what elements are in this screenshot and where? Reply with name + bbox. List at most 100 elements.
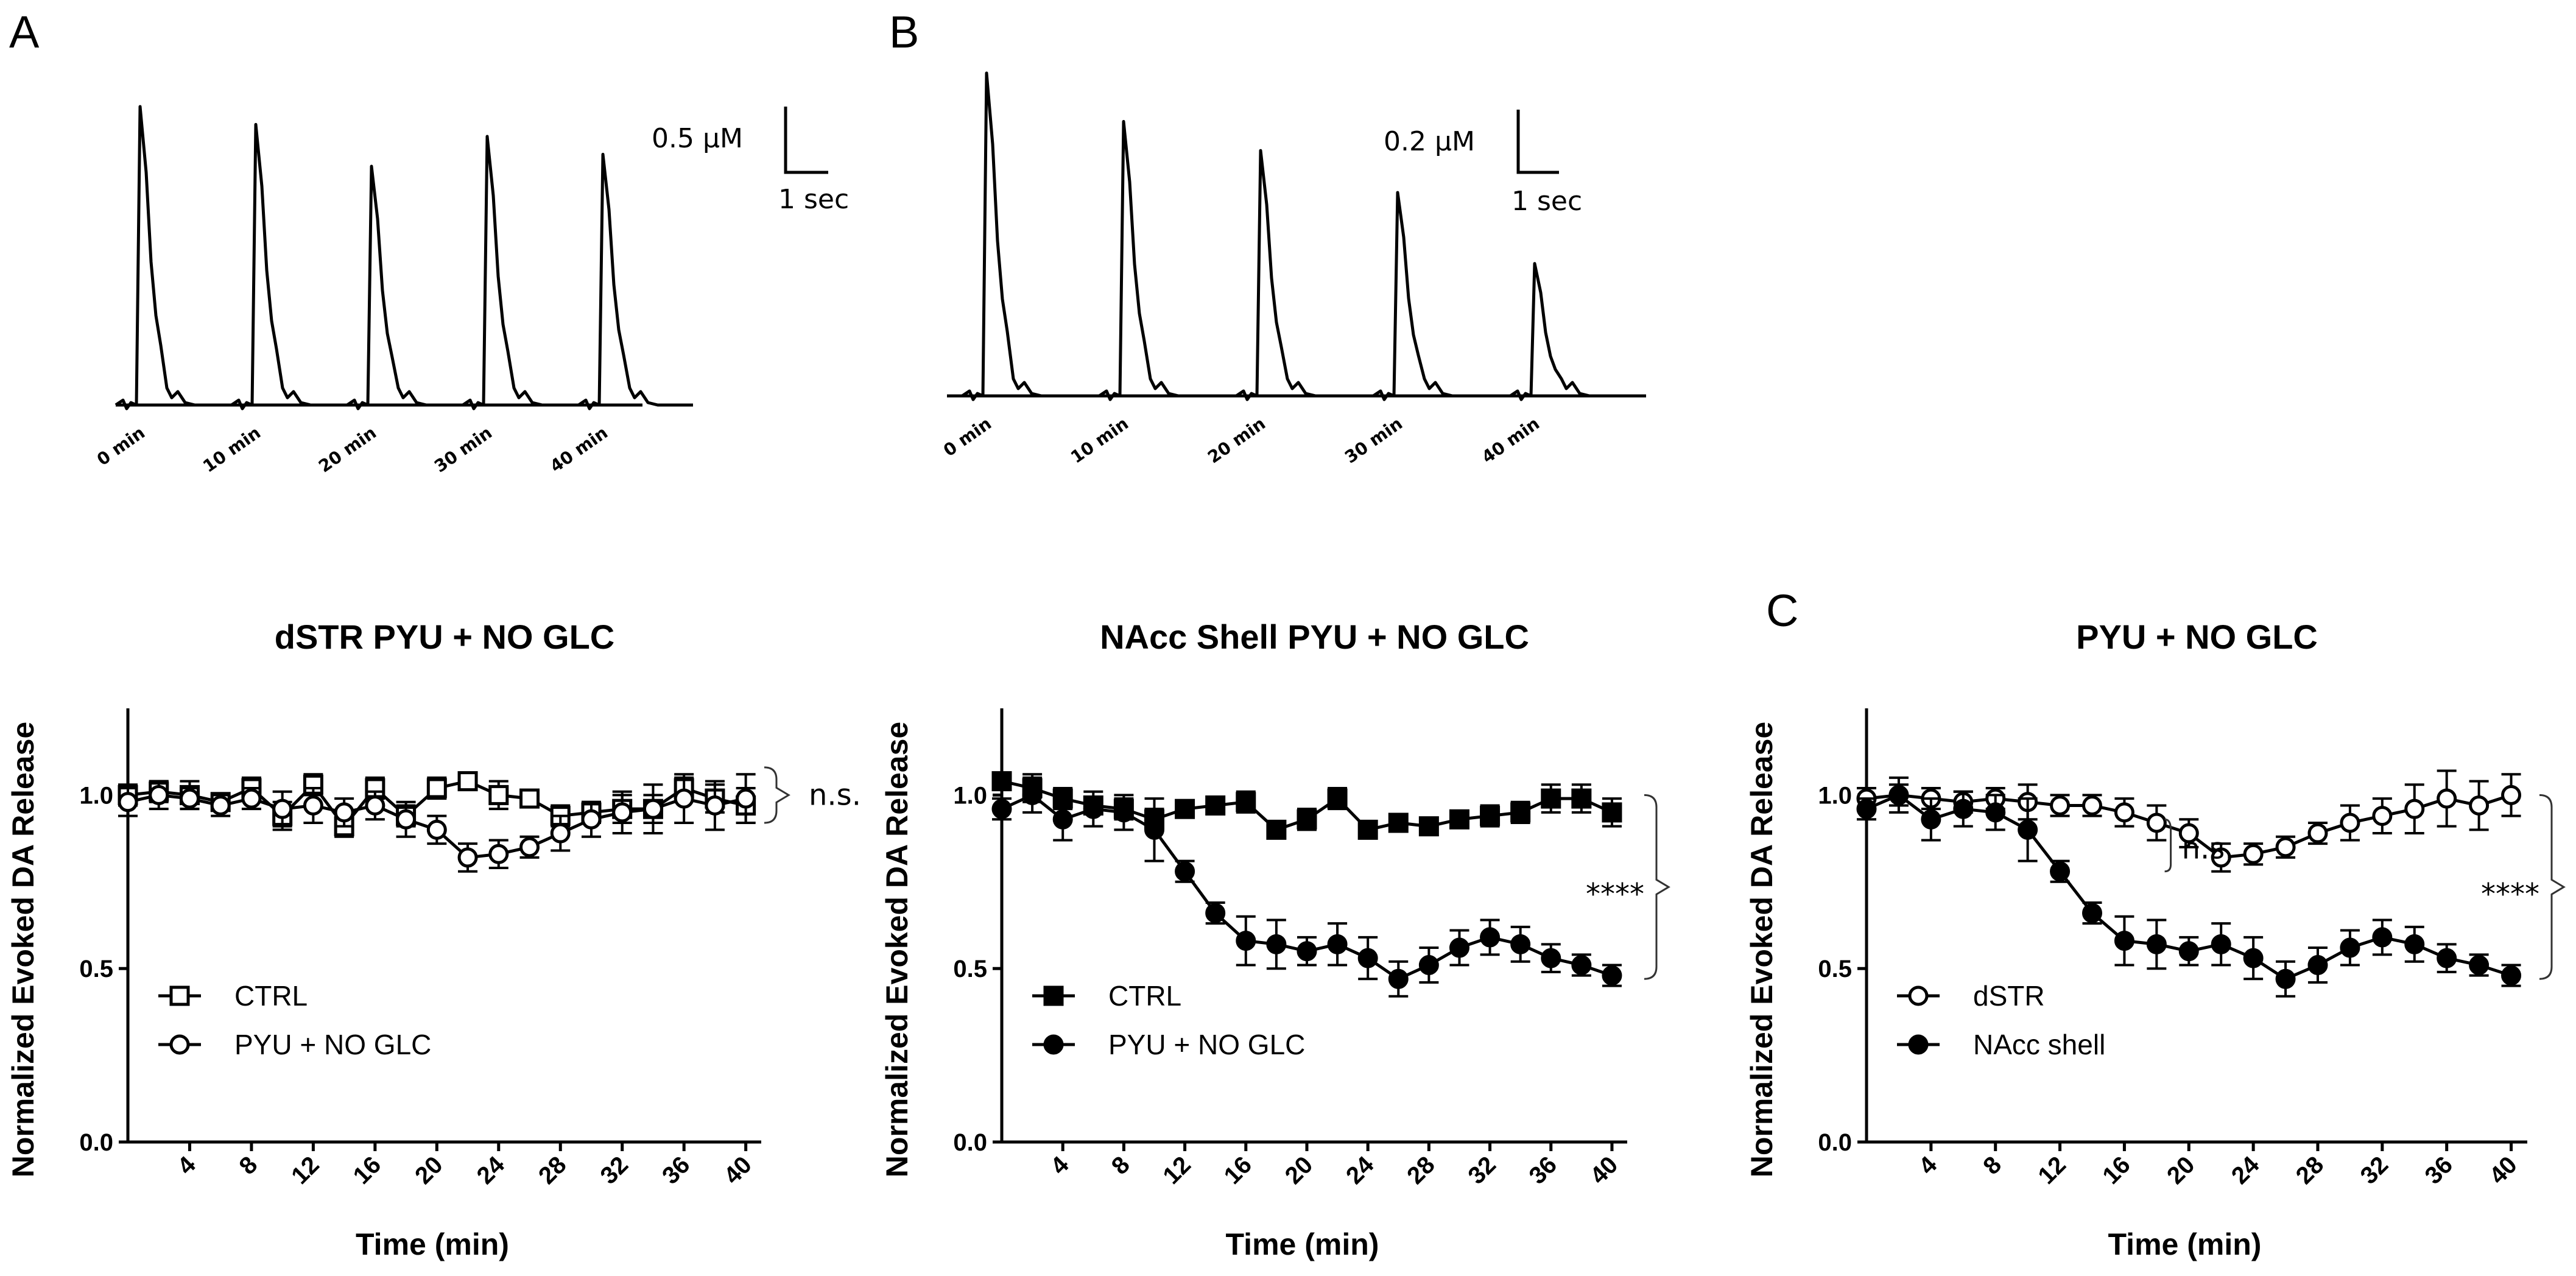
data-point: [1480, 927, 1501, 948]
data-point: [1205, 903, 1226, 923]
data-point: [241, 788, 262, 809]
trace-a-time-label: 10 min: [199, 423, 264, 477]
data-point: [2146, 812, 2167, 833]
trace-b-time-label: 40 min: [1478, 414, 1543, 468]
data-point: [2050, 795, 2071, 816]
data-point: [2178, 823, 2199, 844]
data-point: [1388, 968, 1409, 989]
significance-label: n.s.: [809, 778, 861, 812]
sig-bracket: [1644, 794, 1670, 980]
x-tick-label: 12: [286, 1151, 325, 1190]
data-point: [1357, 819, 1378, 840]
data-point: [1418, 955, 1439, 976]
data-point: [2404, 934, 2425, 954]
data-point: [2114, 931, 2134, 951]
legend-marker: [1908, 985, 1929, 1006]
data-point: [1113, 802, 1134, 823]
ns-bracket: [2164, 818, 2172, 873]
data-point: [1856, 798, 1877, 819]
data-point: [1022, 784, 1043, 805]
data-point: [2404, 798, 2425, 819]
series-dstr: [1856, 769, 2522, 873]
data-point: [991, 771, 1012, 792]
trace-b-scale-y: 0.2 µM: [1384, 126, 1475, 157]
data-point: [2372, 927, 2393, 948]
data-point: [303, 795, 323, 816]
trace-a-scale-x: 1 sec: [778, 184, 849, 215]
data-point: [581, 809, 602, 830]
chart-title: dSTR PYU + NO GLC: [275, 618, 615, 656]
series-nacc-shell: [1856, 776, 2522, 998]
data-point: [1052, 809, 1073, 830]
data-point: [149, 784, 169, 805]
data-point: [705, 795, 725, 816]
y-tick-label: 1.0: [79, 782, 113, 809]
x-tick-label: 20: [2162, 1151, 2200, 1190]
chart-title: PYU + NO GLC: [2076, 618, 2318, 656]
data-point: [1541, 788, 1561, 809]
data-point: [1357, 948, 1378, 968]
x-tick-label: 24: [1341, 1151, 1379, 1190]
trace-b-scale-x: 1 sec: [1511, 186, 1582, 217]
trace-b-scale-bar: 0.2 µM 1 sec: [1384, 110, 1582, 217]
x-axis-label: Time (min): [1226, 1227, 1379, 1261]
x-tick-label: 28: [533, 1151, 572, 1190]
data-point: [2018, 819, 2038, 840]
x-tick-label: 32: [595, 1151, 633, 1190]
x-tick-label: 8: [234, 1151, 262, 1180]
data-point: [2469, 955, 2490, 976]
y-tick-label: 0.0: [1818, 1129, 1852, 1156]
legend-marker: [1043, 1034, 1064, 1055]
data-point: [1602, 802, 1622, 823]
legend-marker: [1908, 1034, 1929, 1055]
y-axis-label: Normalized Evoked DA Release: [880, 722, 914, 1177]
legend: CTRL PYU + NO GLC: [158, 980, 431, 1060]
data-point: [2275, 968, 2296, 989]
y-tick-label: 0.5: [1818, 956, 1852, 982]
data-point: [2340, 812, 2360, 833]
legend-marker: [169, 1034, 190, 1055]
trace-b-time-label: 20 min: [1204, 414, 1269, 468]
data-point: [2211, 847, 2231, 868]
sig-bracket: [2539, 794, 2566, 980]
trace-panel-a: 0 min 10 min 20 min 30 min 40 min 0.5 µM 1 s…: [93, 105, 849, 477]
data-point: [2307, 823, 2328, 844]
trace-b-signal: [961, 71, 1646, 401]
x-tick-label: 16: [2097, 1151, 2136, 1190]
x-tick-label: 20: [410, 1151, 448, 1190]
data-point: [1571, 788, 1592, 809]
y-tick-label: 0.0: [953, 1129, 987, 1156]
y-tick-label: 0.5: [953, 956, 987, 982]
data-point: [1449, 937, 1469, 958]
x-tick-label: 32: [1463, 1151, 1501, 1190]
chart-dstr: dSTR PYU + NO GLC 0.0 0.5 1.0 4 8 12 16 20 24 28 32…: [6, 618, 861, 1261]
trace-a-time-label: 20 min: [315, 423, 380, 477]
legend-label: NAcc shell: [1973, 1029, 2105, 1060]
data-point: [1327, 934, 1348, 954]
x-tick-label: 32: [2356, 1151, 2394, 1190]
data-point: [1236, 792, 1256, 812]
data-point: [736, 788, 756, 809]
x-tick-label: 28: [1402, 1151, 1440, 1190]
data-point: [1175, 861, 1195, 882]
x-tick-label: 12: [1158, 1151, 1196, 1190]
trace-a-time-label: 0 min: [93, 423, 149, 470]
chart-nacc-shell: NAcc Shell PYU + NO GLC 0.0 0.5 1.0 4 8 12 16 20…: [880, 618, 1670, 1261]
x-tick-label: 4: [172, 1151, 201, 1180]
data-point: [2050, 861, 2071, 882]
legend-marker: [169, 985, 190, 1006]
panel-letter-a: A: [9, 7, 40, 57]
data-point: [1266, 819, 1287, 840]
trace-b-time-label: 10 min: [1067, 414, 1132, 468]
legend-label: PYU + NO GLC: [1108, 1029, 1305, 1060]
x-tick-label: 40: [719, 1151, 757, 1190]
x-tick-label: 36: [657, 1151, 695, 1190]
data-point: [2372, 806, 2393, 827]
x-tick-label: 28: [2291, 1151, 2329, 1190]
x-tick-label: 8: [1107, 1151, 1135, 1180]
series-pyu-no-glc: [991, 776, 1622, 998]
data-point: [1571, 955, 1592, 976]
legend-label: CTRL: [234, 980, 308, 1012]
data-point: [1510, 802, 1531, 823]
x-axis-label: Time (min): [356, 1227, 509, 1261]
